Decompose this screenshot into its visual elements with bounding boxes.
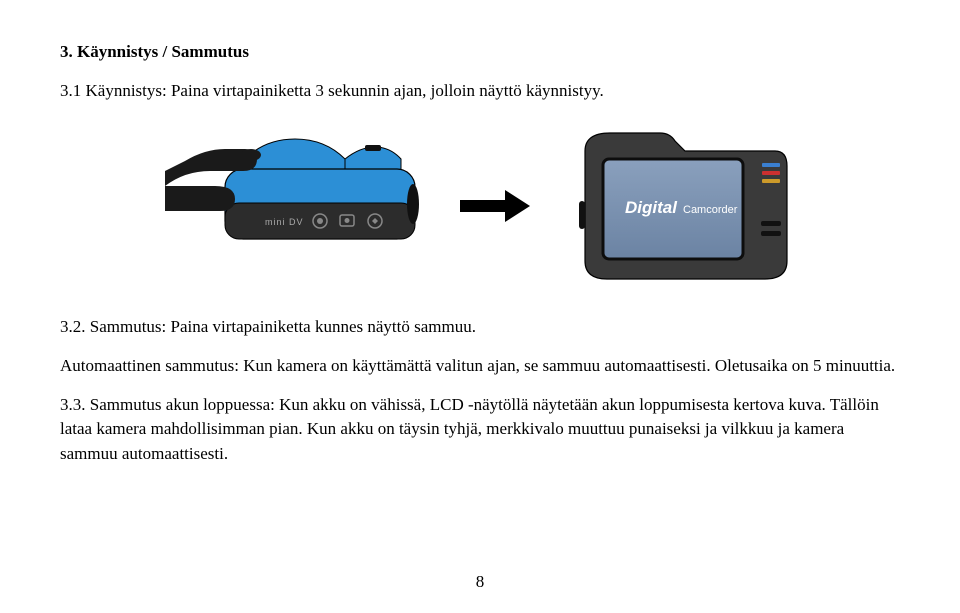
page-number: 8 — [0, 570, 960, 595]
paragraph-3-3: 3.3. Sammutus akun loppuessa: Kun akku o… — [60, 393, 900, 467]
camera-back-illustration: Digital Camcorder — [565, 121, 795, 291]
paragraph-3-2: 3.2. Sammutus: Paina virtapainiketta kun… — [60, 315, 900, 340]
paragraph-auto-off: Automaattinen sammutus: Kun kamera on kä… — [60, 354, 900, 379]
svg-text:mini DV: mini DV — [265, 217, 304, 227]
svg-text:Digital: Digital — [625, 198, 678, 217]
camera-front-illustration: mini DV — [165, 131, 425, 281]
arrow-icon — [455, 186, 535, 226]
svg-text:Camcorder: Camcorder — [683, 204, 738, 216]
figure-row: mini DV Digital Camcorder — [60, 121, 900, 291]
section-heading: 3. Käynnistys / Sammutus — [60, 40, 900, 65]
paragraph-3-1: 3.1 Käynnistys: Paina virtapainiketta 3 … — [60, 79, 900, 104]
